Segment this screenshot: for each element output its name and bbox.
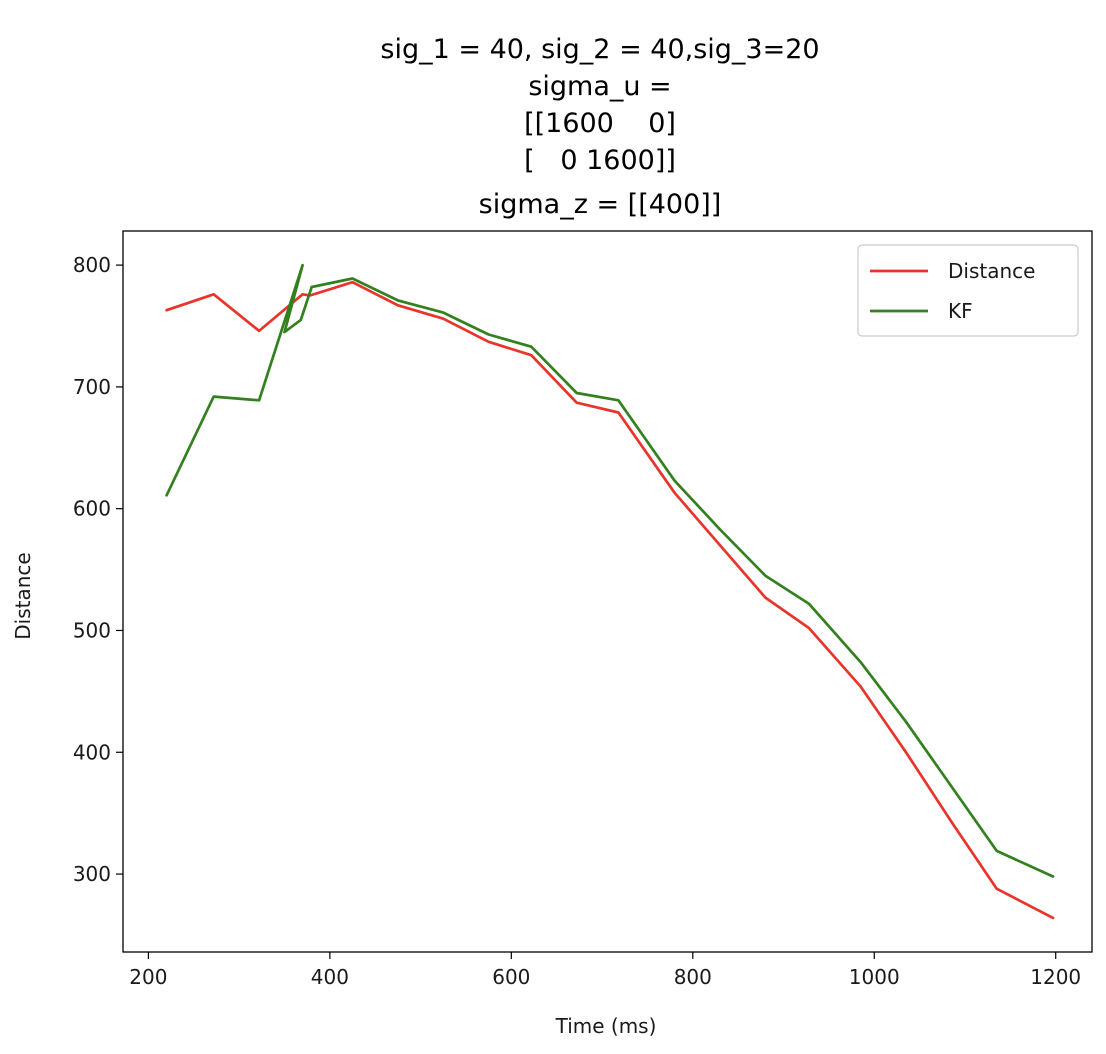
title-line-3: [[1600 0] [524,108,676,139]
series-line-distance [165,280,1055,920]
x-tick-label: 200 [129,965,167,989]
title-line-4: [ 0 1600]] [524,145,676,176]
x-tick-label: 400 [311,965,349,989]
x-tick-label: 1000 [849,965,900,989]
series-line-kf [165,263,1055,878]
y-tick-label: 400 [73,740,111,764]
y-axis-label: Distance [11,552,35,639]
legend-label-distance: Distance [948,259,1035,283]
title-line-5: sigma_z = [[400]] [479,189,722,220]
y-tick-label: 300 [73,862,111,886]
x-tick-label: 1200 [1030,965,1081,989]
y-tick-label: 600 [73,497,111,521]
title-line-2: sigma_u = [528,71,671,102]
x-tick-label: 600 [492,965,530,989]
legend: Distance KF [857,244,1079,337]
y-tick-label: 500 [73,618,111,642]
plot-frame [122,230,1093,953]
title-line-1: sig_1 = 40, sig_2 = 40,sig_3=20 [380,34,819,65]
plot-series [165,263,1055,920]
x-axis: 200 400 600 800 1000 1200 [129,952,1081,989]
y-tick-label: 700 [73,375,111,399]
y-axis: 300 400 500 600 700 800 [73,253,123,886]
y-tick-label: 800 [73,253,111,277]
legend-label-kf: KF [948,299,973,323]
chart-title: sig_1 = 40, sig_2 = 40,sig_3=20 sigma_u … [380,34,819,220]
x-axis-label: Time (ms) [555,1014,657,1038]
legend-box [857,244,1079,337]
x-tick-label: 800 [674,965,712,989]
